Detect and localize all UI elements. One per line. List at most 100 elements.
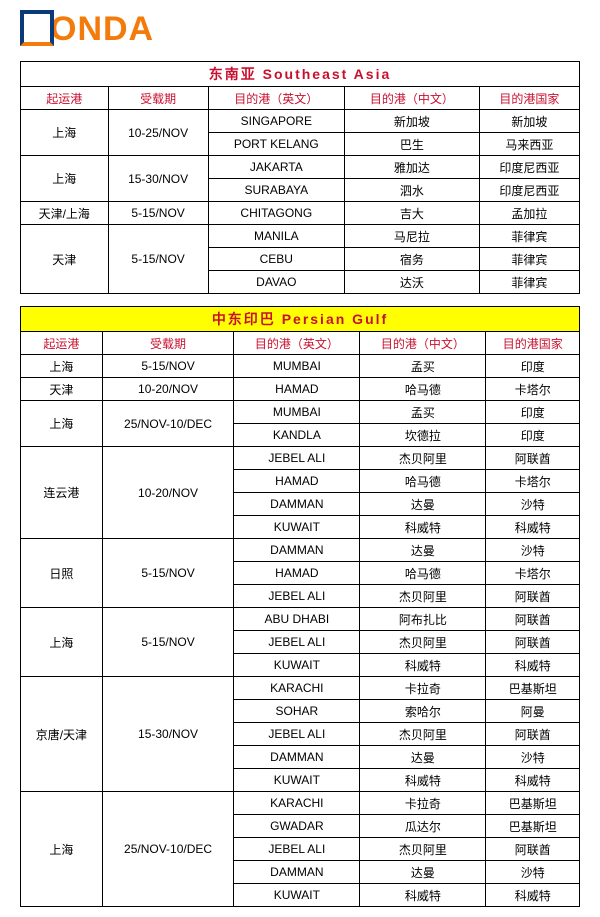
period-cell: 5-15/NOV [102,608,234,677]
data-cell: CHITAGONG [208,202,344,225]
data-cell: 科威特 [360,516,486,539]
data-cell: GWADAR [234,815,360,838]
tables-container: 东南亚 Southeast Asia起运港受载期目的港（英文）目的港（中文）目的… [20,61,580,907]
period-cell: 10-25/NOV [108,110,208,156]
origin-cell: 上海 [21,110,109,156]
data-cell: 科威特 [486,654,580,677]
data-cell: 阿联酋 [486,631,580,654]
data-cell: 孟加拉 [479,202,579,225]
data-cell: 哈马德 [360,378,486,401]
data-cell: 巴生 [344,133,479,156]
data-cell: 科威特 [486,516,580,539]
data-cell: 孟买 [360,401,486,424]
data-cell: 孟买 [360,355,486,378]
origin-cell: 连云港 [21,447,103,539]
data-cell: 马来西亚 [479,133,579,156]
data-cell: DAMMAN [234,539,360,562]
data-cell: 阿联酋 [486,608,580,631]
data-cell: MANILA [208,225,344,248]
data-cell: 科威特 [360,769,486,792]
data-cell: JAKARTA [208,156,344,179]
data-cell: KUWAIT [234,654,360,677]
column-header: 目的港（英文） [234,332,360,355]
data-cell: DAMMAN [234,746,360,769]
column-header: 目的港（中文） [360,332,486,355]
data-cell: KARACHI [234,677,360,700]
data-cell: 科威特 [360,884,486,907]
data-cell: 杰贝阿里 [360,723,486,746]
data-cell: 巴基斯坦 [486,677,580,700]
column-header: 起运港 [21,87,109,110]
logo-box-icon [20,10,54,46]
column-header: 目的港国家 [486,332,580,355]
data-cell: DAMMAN [234,493,360,516]
data-cell: 泗水 [344,179,479,202]
data-cell: 达曼 [360,746,486,769]
data-cell: 印度 [486,355,580,378]
data-cell: 科威特 [360,654,486,677]
data-cell: 宿务 [344,248,479,271]
data-cell: 菲律宾 [479,271,579,294]
data-cell: 菲律宾 [479,225,579,248]
data-cell: KUWAIT [234,516,360,539]
data-cell: HAMAD [234,470,360,493]
data-cell: 沙特 [486,539,580,562]
data-cell: 达曼 [360,493,486,516]
column-header: 目的港国家 [479,87,579,110]
period-cell: 25/NOV-10/DEC [102,401,234,447]
data-cell: 印度 [486,424,580,447]
data-cell: 杰贝阿里 [360,447,486,470]
data-cell: 印度 [486,401,580,424]
data-cell: 印度尼西亚 [479,156,579,179]
data-cell: 瓜达尔 [360,815,486,838]
data-cell: 杰贝阿里 [360,631,486,654]
data-cell: JEBEL ALI [234,585,360,608]
data-cell: 达曼 [360,861,486,884]
data-cell: 雅加达 [344,156,479,179]
data-cell: 坎德拉 [360,424,486,447]
data-cell: 卡塔尔 [486,378,580,401]
data-cell: MUMBAI [234,355,360,378]
data-cell: 科威特 [486,884,580,907]
data-cell: 卡塔尔 [486,562,580,585]
data-cell: 沙特 [486,746,580,769]
period-cell: 5-15/NOV [102,539,234,608]
data-cell: KANDLA [234,424,360,447]
data-cell: 杰贝阿里 [360,838,486,861]
period-cell: 10-20/NOV [102,447,234,539]
data-cell: 阿联酋 [486,723,580,746]
data-cell: 新加坡 [344,110,479,133]
data-cell: 达曼 [360,539,486,562]
data-cell: 卡拉奇 [360,792,486,815]
period-cell: 5-15/NOV [108,202,208,225]
data-cell: 阿联酋 [486,447,580,470]
origin-cell: 上海 [21,355,103,378]
period-cell: 10-20/NOV [102,378,234,401]
column-header: 目的港（英文） [208,87,344,110]
column-header: 目的港（中文） [344,87,479,110]
data-cell: SINGAPORE [208,110,344,133]
data-cell: CEBU [208,248,344,271]
data-cell: 印度尼西亚 [479,179,579,202]
data-cell: JEBEL ALI [234,838,360,861]
data-cell: 卡拉奇 [360,677,486,700]
data-cell: KUWAIT [234,769,360,792]
origin-cell: 上海 [21,608,103,677]
data-cell: 达沃 [344,271,479,294]
origin-cell: 天津 [21,378,103,401]
period-cell: 5-15/NOV [108,225,208,294]
data-cell: 阿联酋 [486,838,580,861]
origin-cell: 京唐/天津 [21,677,103,792]
origin-cell: 天津 [21,225,109,294]
shipping-table: 中东印巴 Persian Gulf起运港受载期目的港（英文）目的港（中文）目的港… [20,306,580,907]
data-cell: 巴基斯坦 [486,815,580,838]
data-cell: DAMMAN [234,861,360,884]
shipping-table: 东南亚 Southeast Asia起运港受载期目的港（英文）目的港（中文）目的… [20,61,580,294]
data-cell: HAMAD [234,378,360,401]
data-cell: ABU DHABI [234,608,360,631]
data-cell: 菲律宾 [479,248,579,271]
data-cell: KARACHI [234,792,360,815]
origin-cell: 上海 [21,156,109,202]
origin-cell: 天津/上海 [21,202,109,225]
data-cell: DAVAO [208,271,344,294]
